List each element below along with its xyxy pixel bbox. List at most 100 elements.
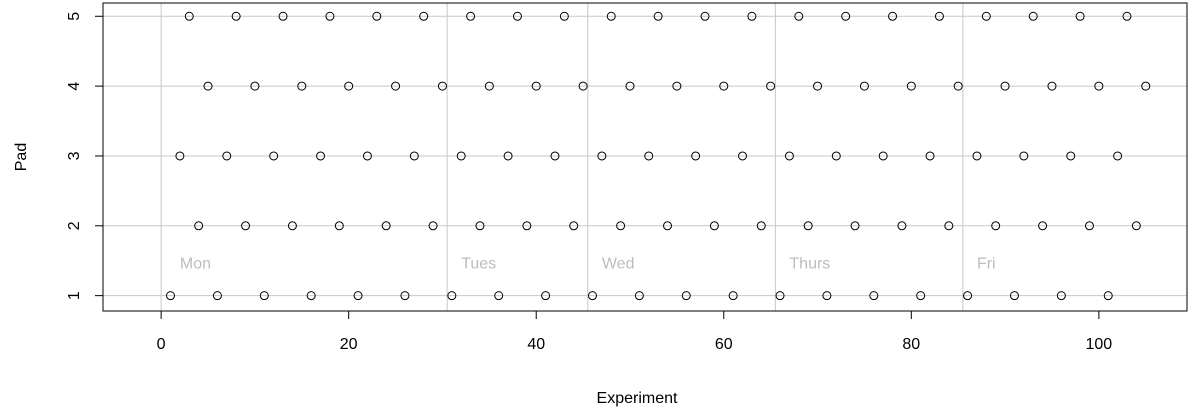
y-axis: 1 2 3 4 5 xyxy=(66,12,104,300)
x-tick-label-40: 40 xyxy=(527,336,545,353)
data-point-8 xyxy=(231,11,241,21)
data-point-24 xyxy=(381,221,391,231)
day-label-thurs: Thurs xyxy=(789,255,830,272)
data-point-29 xyxy=(428,221,438,231)
data-point-40 xyxy=(531,81,541,91)
data-point-83 xyxy=(934,11,944,21)
x-tick-label-100: 100 xyxy=(1086,336,1113,353)
data-point-97 xyxy=(1066,151,1076,161)
data-point-81 xyxy=(916,291,926,301)
y-tick-label-5: 5 xyxy=(66,12,83,21)
data-point-32 xyxy=(456,151,466,161)
day-label-mon: Mon xyxy=(180,255,211,272)
data-point-39 xyxy=(522,221,532,231)
data-point-15 xyxy=(297,81,307,91)
x-axis: 0 20 40 60 80 100 xyxy=(157,310,1113,353)
x-tick-label-0: 0 xyxy=(157,336,166,353)
data-point-43 xyxy=(559,11,569,21)
data-point-61 xyxy=(728,291,738,301)
data-point-96 xyxy=(1056,291,1066,301)
data-point-77 xyxy=(878,151,888,161)
data-point-62 xyxy=(738,151,748,161)
y-tick-label-1: 1 xyxy=(66,291,83,300)
data-point-57 xyxy=(691,151,701,161)
data-point-9 xyxy=(241,221,251,231)
data-point-6 xyxy=(212,291,222,301)
data-point-5 xyxy=(203,81,213,91)
data-point-41 xyxy=(541,291,551,301)
data-point-28 xyxy=(419,11,429,21)
data-point-52 xyxy=(644,151,654,161)
y-axis-title: Pad xyxy=(13,143,30,171)
data-point-45 xyxy=(578,81,588,91)
data-point-16 xyxy=(306,291,316,301)
data-point-103 xyxy=(1122,11,1132,21)
data-point-4 xyxy=(194,221,204,231)
data-point-36 xyxy=(494,291,504,301)
day-label-fri: Fri xyxy=(977,255,996,272)
data-point-21 xyxy=(353,291,363,301)
data-point-30 xyxy=(437,81,447,91)
data-point-94 xyxy=(1038,221,1048,231)
data-point-58 xyxy=(700,11,710,21)
data-point-69 xyxy=(803,221,813,231)
data-point-54 xyxy=(663,221,673,231)
data-point-38 xyxy=(512,11,522,21)
day-label-wed: Wed xyxy=(602,255,635,272)
data-point-2 xyxy=(175,151,185,161)
day-labels: Mon Tues Wed Thurs Fri xyxy=(180,255,996,272)
data-point-44 xyxy=(569,221,579,231)
data-point-99 xyxy=(1084,221,1094,231)
data-point-47 xyxy=(597,151,607,161)
data-point-55 xyxy=(672,81,682,91)
data-point-23 xyxy=(372,11,382,21)
data-point-33 xyxy=(466,11,476,21)
data-point-82 xyxy=(925,151,935,161)
data-point-87 xyxy=(972,151,982,161)
data-point-22 xyxy=(362,151,372,161)
data-point-18 xyxy=(325,11,335,21)
data-point-80 xyxy=(906,81,916,91)
data-point-86 xyxy=(963,291,973,301)
data-point-56 xyxy=(681,291,691,301)
day-separators xyxy=(446,3,964,311)
data-point-13 xyxy=(278,11,288,21)
y-tick-label-4: 4 xyxy=(66,82,83,91)
data-point-46 xyxy=(587,291,597,301)
data-point-1 xyxy=(166,291,176,301)
data-point-79 xyxy=(897,221,907,231)
data-point-17 xyxy=(316,151,326,161)
data-point-66 xyxy=(775,291,785,301)
data-point-91 xyxy=(1009,291,1019,301)
data-point-63 xyxy=(747,11,757,21)
y-tick-label-3: 3 xyxy=(66,151,83,160)
data-point-98 xyxy=(1075,11,1085,21)
data-point-90 xyxy=(1000,81,1010,91)
data-point-26 xyxy=(400,291,410,301)
data-point-60 xyxy=(719,81,729,91)
y-tick-label-2: 2 xyxy=(66,221,83,230)
data-point-34 xyxy=(475,221,485,231)
data-point-68 xyxy=(794,11,804,21)
data-point-67 xyxy=(784,151,794,161)
data-point-71 xyxy=(822,291,832,301)
data-point-48 xyxy=(606,11,616,21)
data-point-25 xyxy=(391,81,401,91)
data-point-35 xyxy=(484,81,494,91)
data-point-11 xyxy=(259,291,269,301)
data-point-51 xyxy=(634,291,644,301)
data-point-75 xyxy=(859,81,869,91)
data-point-100 xyxy=(1094,81,1104,91)
data-point-37 xyxy=(503,151,513,161)
data-point-12 xyxy=(269,151,279,161)
data-point-3 xyxy=(184,11,194,21)
data-point-85 xyxy=(953,81,963,91)
data-point-53 xyxy=(653,11,663,21)
data-point-89 xyxy=(991,221,1001,231)
day-label-tues: Tues xyxy=(461,255,496,272)
data-point-7 xyxy=(222,151,232,161)
data-point-102 xyxy=(1113,151,1123,161)
data-point-42 xyxy=(550,151,560,161)
data-point-70 xyxy=(813,81,823,91)
